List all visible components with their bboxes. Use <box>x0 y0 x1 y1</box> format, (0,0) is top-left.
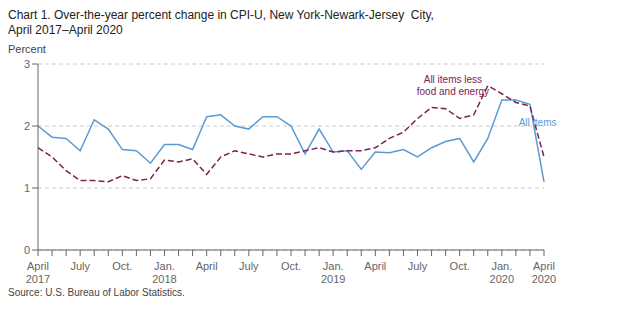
svg-text:April2017: April2017 <box>26 260 50 284</box>
html-text:All items: All items <box>518 116 557 128</box>
svg-text:2: 2 <box>24 120 30 132</box>
svg-text:July: July <box>70 260 90 272</box>
svg-text:April: April <box>196 260 218 272</box>
html-text:Chart 1. Over-the-year percent: Chart 1. Over-the-year percent change in… <box>8 8 434 22</box>
svg-text:July: July <box>239 260 259 272</box>
svg-text:Jan.2018: Jan.2018 <box>152 260 176 284</box>
html-text:April 2017–April 2020: April 2017–April 2020 <box>8 23 123 37</box>
svg-text:July: July <box>408 260 428 272</box>
svg-text:1: 1 <box>24 182 30 194</box>
svg-text:April: April <box>364 260 386 272</box>
svg-text:Jan.2019: Jan.2019 <box>321 260 345 284</box>
html-text:Source: U.S. Bureau of Labor S: Source: U.S. Bureau of Labor Statistics. <box>8 287 185 298</box>
svg-text:0: 0 <box>24 244 30 256</box>
html-text:Percent: Percent <box>8 43 46 55</box>
svg-text:Oct.: Oct. <box>112 260 132 272</box>
svg-text:3: 3 <box>24 58 30 70</box>
svg-text:April2020: April2020 <box>532 260 556 284</box>
svg-text:Oct.: Oct. <box>450 260 470 272</box>
svg-text:Oct.: Oct. <box>281 260 301 272</box>
svg-text:Jan.2020: Jan.2020 <box>490 260 514 284</box>
html-text:All items less food and energy: All items less food and energy <box>416 74 489 98</box>
